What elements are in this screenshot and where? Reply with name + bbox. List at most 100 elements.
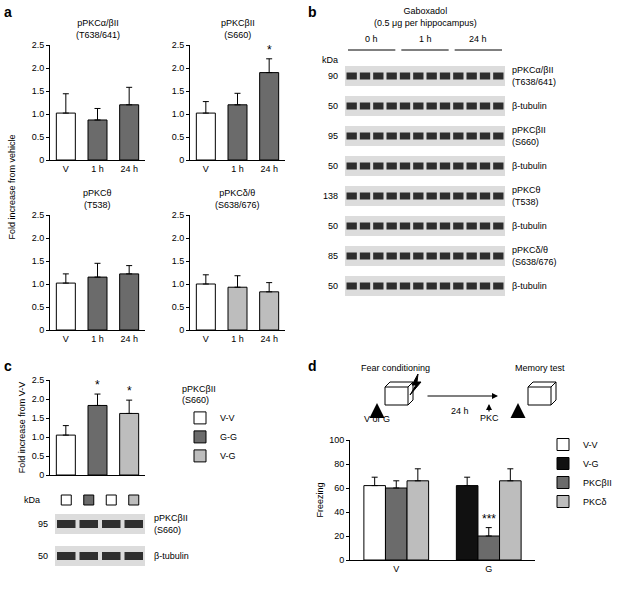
svg-text:85: 85 [328, 251, 338, 261]
svg-text:1.0: 1.0 [32, 279, 45, 289]
svg-text:G: G [485, 564, 492, 574]
svg-text:2.0: 2.0 [172, 233, 185, 243]
svg-text:50: 50 [328, 281, 338, 291]
svg-text:1 h: 1 h [231, 334, 244, 344]
svg-text:PKCβII: PKCβII [583, 478, 612, 488]
svg-text:80: 80 [334, 459, 344, 469]
svg-text:β-tubulin: β-tubulin [512, 281, 547, 291]
svg-text:β-tubulin: β-tubulin [154, 551, 189, 561]
svg-text:*: * [267, 43, 272, 57]
svg-text:2.0: 2.0 [172, 63, 185, 73]
svg-text:*: * [127, 384, 132, 398]
svg-text:V: V [203, 164, 209, 174]
svg-text:50: 50 [328, 161, 338, 171]
svg-text:95: 95 [38, 519, 48, 529]
svg-text:40: 40 [334, 507, 344, 517]
svg-text:1.5: 1.5 [172, 86, 185, 96]
svg-text:1.0: 1.0 [172, 109, 185, 119]
svg-text:24 h: 24 h [260, 334, 278, 344]
svg-text:pPKCα/βII(T638/641): pPKCα/βII(T638/641) [512, 65, 556, 87]
svg-text:24 h: 24 h [260, 164, 278, 174]
svg-text:β-tubulin: β-tubulin [512, 161, 547, 171]
svg-text:0.5: 0.5 [172, 302, 185, 312]
svg-text:c: c [4, 358, 12, 374]
svg-text:1.5: 1.5 [32, 86, 45, 96]
svg-text:pPKCδ/θ(S638/676): pPKCδ/θ(S638/676) [512, 245, 557, 267]
svg-text:0: 0 [179, 155, 184, 165]
svg-text:pPKCβII(S660): pPKCβII(S660) [182, 384, 216, 406]
svg-text:β-tubulin: β-tubulin [512, 221, 547, 231]
svg-text:2.0: 2.0 [32, 233, 45, 243]
svg-text:pPKCθ(T538): pPKCθ(T538) [83, 188, 112, 210]
svg-text:pPKCβII(S660): pPKCβII(S660) [512, 125, 546, 147]
svg-text:2.0: 2.0 [32, 63, 45, 73]
svg-text:90: 90 [328, 71, 338, 81]
svg-text:0: 0 [339, 555, 344, 565]
svg-text:60: 60 [334, 483, 344, 493]
svg-text:d: d [308, 358, 317, 374]
svg-text:V-V: V-V [583, 440, 598, 450]
svg-text:kDa: kDa [322, 55, 338, 65]
svg-text:***: *** [482, 512, 496, 526]
svg-text:V: V [63, 164, 69, 174]
svg-text:V-G: V-G [220, 451, 236, 461]
svg-text:1 h: 1 h [91, 334, 104, 344]
svg-text:0: 0 [39, 470, 44, 480]
svg-text:24 h: 24 h [469, 34, 487, 44]
svg-text:Gaboxadol(0.5 μg per hippocamp: Gaboxadol(0.5 μg per hippocampus) [374, 6, 477, 28]
svg-text:2.5: 2.5 [32, 375, 45, 385]
svg-text:95: 95 [328, 131, 338, 141]
svg-text:Freezing: Freezing [315, 482, 325, 517]
svg-text:1.5: 1.5 [32, 256, 45, 266]
svg-text:1.5: 1.5 [172, 256, 185, 266]
svg-text:50: 50 [38, 551, 48, 561]
svg-text:a: a [4, 4, 12, 20]
svg-text:kDa: kDa [24, 495, 40, 505]
svg-text:50: 50 [328, 101, 338, 111]
svg-text:0: 0 [39, 155, 44, 165]
svg-text:Fold increase from vehicle: Fold increase from vehicle [7, 134, 17, 239]
svg-text:pPKCβII(S660): pPKCβII(S660) [154, 513, 188, 535]
svg-text:1 h: 1 h [419, 34, 432, 44]
svg-text:24 h: 24 h [451, 406, 469, 416]
svg-text:pPKCδ/θ(S638/676): pPKCδ/θ(S638/676) [215, 188, 260, 210]
svg-text:20: 20 [334, 531, 344, 541]
svg-text:0: 0 [39, 325, 44, 335]
svg-text:V-G: V-G [583, 459, 599, 469]
svg-text:β-tubulin: β-tubulin [512, 101, 547, 111]
svg-text:G-G: G-G [220, 432, 237, 442]
svg-text:50: 50 [328, 221, 338, 231]
svg-text:Fold increase from V-V: Fold increase from V-V [17, 382, 27, 474]
svg-text:2.0: 2.0 [32, 394, 45, 404]
svg-text:V: V [203, 334, 209, 344]
svg-text:pPKCα/βII(T638/641): pPKCα/βII(T638/641) [76, 18, 120, 40]
svg-text:1.5: 1.5 [32, 413, 45, 423]
svg-text:0.5: 0.5 [172, 132, 185, 142]
svg-text:PKC: PKC [480, 413, 499, 423]
svg-text:100: 100 [329, 435, 344, 445]
svg-text:0: 0 [179, 325, 184, 335]
svg-text:138: 138 [323, 191, 338, 201]
svg-text:2.5: 2.5 [32, 40, 45, 50]
svg-text:1.0: 1.0 [32, 109, 45, 119]
svg-text:PKCδ: PKCδ [583, 497, 607, 507]
svg-text:0.5: 0.5 [32, 451, 45, 461]
svg-text:0 h: 0 h [365, 34, 378, 44]
svg-text:0.5: 0.5 [32, 302, 45, 312]
svg-text:pPKCβII(S660): pPKCβII(S660) [221, 18, 255, 40]
svg-text:Fear conditioning: Fear conditioning [361, 363, 430, 373]
svg-text:V: V [393, 564, 399, 574]
svg-text:2.5: 2.5 [172, 210, 185, 220]
svg-text:2.5: 2.5 [172, 40, 185, 50]
svg-text:b: b [308, 4, 317, 20]
svg-text:pPKCθ(T538): pPKCθ(T538) [512, 185, 541, 207]
svg-text:1 h: 1 h [91, 164, 104, 174]
svg-text:*: * [95, 378, 100, 392]
svg-text:V or G: V or G [364, 414, 390, 424]
svg-text:1.0: 1.0 [32, 432, 45, 442]
svg-text:0.5: 0.5 [32, 132, 45, 142]
svg-text:Memory test: Memory test [515, 363, 565, 373]
svg-text:V: V [63, 334, 69, 344]
svg-text:2.5: 2.5 [32, 210, 45, 220]
svg-text:24 h: 24 h [120, 334, 138, 344]
